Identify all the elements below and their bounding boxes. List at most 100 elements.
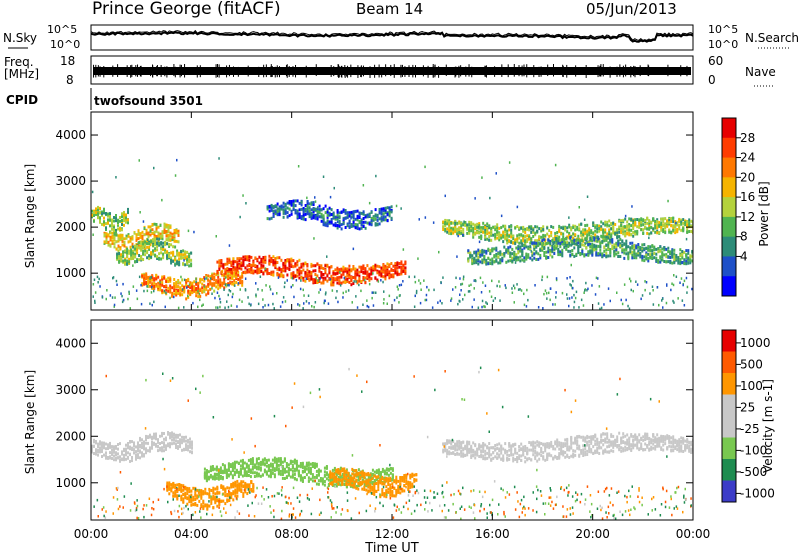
radar-echo-cell xyxy=(229,280,232,284)
radar-echo-cell xyxy=(647,256,650,260)
radar-echo-cell xyxy=(308,209,311,213)
radar-echo-cell xyxy=(173,286,176,290)
radar-echo-cell xyxy=(547,250,550,254)
radar-echo-cell xyxy=(152,238,155,242)
radar-echo-cell xyxy=(158,256,161,260)
radar-echo-cell xyxy=(181,435,183,439)
radar-echo-cell xyxy=(656,218,659,222)
radar-echo-cell xyxy=(191,281,194,285)
radar-echo-cell xyxy=(129,459,131,463)
radar-echo-cell xyxy=(616,228,619,232)
radar-echo-cell xyxy=(290,285,292,289)
radar-echo-cell xyxy=(329,278,332,281)
radar-echo-cell xyxy=(167,286,170,290)
radar-echo-cell xyxy=(378,273,381,277)
radar-echo-cell xyxy=(119,216,121,219)
radar-echo-cell xyxy=(133,451,135,455)
radar-echo-cell xyxy=(220,270,223,274)
radar-echo-cell xyxy=(636,218,639,221)
radar-echo-cell xyxy=(340,223,343,227)
radar-echo-cell xyxy=(677,259,680,263)
radar-echo-cell xyxy=(278,206,281,210)
radar-echo-cell xyxy=(370,271,373,275)
radar-echo-cell xyxy=(302,262,305,266)
radar-echo-cell xyxy=(276,209,279,213)
radar-echo-cell xyxy=(523,303,526,307)
radar-echo-cell xyxy=(637,253,640,257)
radar-echo-cell xyxy=(300,276,303,280)
radar-echo-cell xyxy=(517,288,520,291)
radar-echo-cell xyxy=(474,223,477,227)
radar-echo-cell xyxy=(103,223,105,227)
radar-echo-cell xyxy=(480,237,483,241)
radar-echo-cell xyxy=(213,278,216,282)
radar-echo-cell xyxy=(428,288,430,292)
radar-echo-cell xyxy=(651,252,654,256)
radar-echo-cell xyxy=(302,278,305,282)
radar-echo-cell xyxy=(203,290,206,294)
radar-echo-cell xyxy=(145,232,148,236)
radar-echo-cell xyxy=(376,278,379,282)
radar-echo-cell xyxy=(549,298,551,302)
radar-echo-cell xyxy=(296,212,299,216)
radar-echo-cell xyxy=(348,268,351,272)
radar-echo-cell xyxy=(336,271,339,275)
radar-echo-cell xyxy=(591,244,594,248)
radar-echo-cell xyxy=(177,229,180,233)
radar-echo-cell xyxy=(628,217,631,221)
radar-echo-cell xyxy=(256,264,259,268)
radar-echo-cell xyxy=(452,288,454,291)
radar-echo-cell xyxy=(147,441,149,445)
radar-echo-cell xyxy=(105,451,107,455)
radar-echo-cell xyxy=(533,243,536,247)
radar-echo-cell xyxy=(103,453,105,457)
radar-echo-cell xyxy=(342,265,345,269)
radar-echo-cell xyxy=(348,280,351,284)
radar-echo-cell xyxy=(178,257,181,261)
radar-echo-cell xyxy=(159,288,162,292)
radar-echo-cell xyxy=(330,208,333,212)
radar-echo-cell xyxy=(384,274,387,278)
radar-echo-cell xyxy=(660,225,663,229)
radar-echo-cell xyxy=(392,269,395,272)
radar-echo-cell xyxy=(557,237,560,241)
radar-echo-cell xyxy=(512,241,515,245)
radar-echo-cell xyxy=(159,282,162,286)
radar-echo-cell xyxy=(468,223,471,227)
radar-echo-cell xyxy=(92,233,94,236)
radar-echo-cell xyxy=(358,220,361,224)
radar-echo-cell xyxy=(384,208,387,212)
radar-echo-cell xyxy=(496,284,498,288)
radar-echo-cell xyxy=(372,268,375,272)
radar-echo-cell xyxy=(444,227,447,231)
radar-echo-cell xyxy=(539,242,542,246)
radar-echo-cell xyxy=(139,234,142,238)
radar-echo-cell xyxy=(390,210,393,214)
radar-echo-cell xyxy=(635,280,637,283)
radar-echo-cell xyxy=(91,209,93,213)
radar-echo-cell xyxy=(486,232,489,235)
radar-echo-cell xyxy=(322,281,325,285)
radar-echo-cell xyxy=(522,237,525,241)
radar-echo-cell xyxy=(119,227,121,231)
radar-echo-cell xyxy=(579,245,582,248)
radar-echo-cell xyxy=(480,228,483,232)
radar-echo-cell xyxy=(140,248,143,252)
radar-echo-cell xyxy=(222,263,225,267)
radar-echo-cell xyxy=(380,219,383,223)
radar-echo-cell xyxy=(683,250,686,254)
radar-echo-cell xyxy=(280,268,283,272)
radar-echo-cell xyxy=(135,455,137,459)
radar-echo-cell xyxy=(634,230,637,234)
radar-echo-cell xyxy=(593,244,596,248)
radar-echo-cell xyxy=(675,255,678,259)
radar-echo-cell xyxy=(129,447,131,451)
radar-echo-cell xyxy=(477,226,480,229)
radar-echo-cell xyxy=(270,257,273,261)
radar-echo-cell xyxy=(180,485,183,489)
radar-echo-cell xyxy=(624,225,627,229)
radar-echo-cell xyxy=(666,224,669,228)
radar-echo-cell xyxy=(224,502,227,506)
radar-echo-cell xyxy=(520,241,523,245)
radar-echo-cell xyxy=(172,491,175,495)
